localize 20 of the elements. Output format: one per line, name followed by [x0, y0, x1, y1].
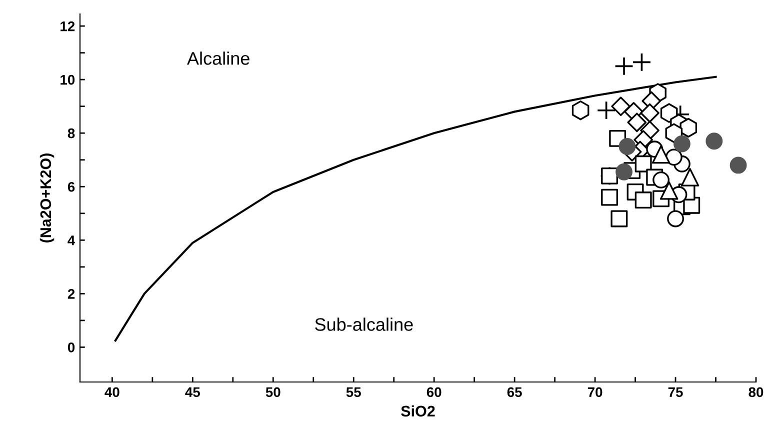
x-tick-label: 55 [346, 387, 361, 398]
x-tick-label: 60 [426, 387, 442, 398]
y-tick-label: 12 [60, 21, 75, 32]
y-tick-label: 4 [68, 236, 76, 246]
x-tick-label: 40 [104, 387, 120, 398]
y-axis-title: (Na2O+K2O) [40, 154, 54, 242]
y-tick-label: 8 [68, 128, 75, 138]
x-tick-label: 70 [588, 387, 602, 398]
x-axis-title: SiO2 [401, 405, 435, 417]
x-tick-label: 75 [668, 387, 683, 398]
annotation: Sub-alcaline [315, 318, 413, 331]
x-tick-label: 45 [185, 387, 200, 398]
y-tick-label: 6 [68, 182, 75, 192]
y-tick-label: 0 [68, 342, 75, 352]
x-tick-label: 50 [266, 387, 280, 398]
x-tick-label: 80 [748, 387, 764, 398]
y-tick-label: 10 [60, 74, 75, 85]
x-tick-label: 65 [507, 387, 522, 398]
y-tick-label: 2 [68, 289, 75, 299]
annotation: Alcaline [187, 52, 250, 65]
